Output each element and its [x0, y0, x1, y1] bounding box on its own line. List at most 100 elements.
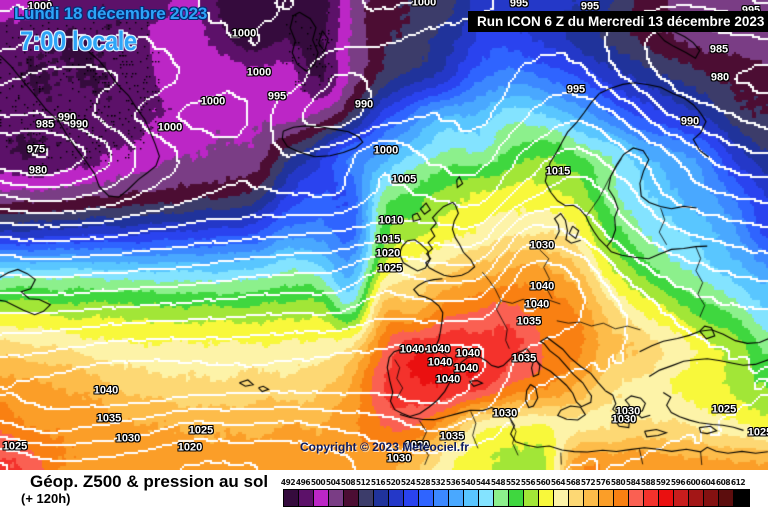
pressure-label: 990 — [69, 118, 89, 131]
pressure-label: 1040 — [529, 280, 555, 293]
pressure-label: 1025 — [188, 424, 214, 437]
pressure-label: 1035 — [516, 315, 542, 328]
pressure-label: 1030 — [611, 413, 637, 426]
pressure-label: 1040 — [93, 384, 119, 397]
colorbar-cell — [689, 490, 704, 506]
pressure-label: 985 — [35, 118, 55, 131]
pressure-label: 1040 — [399, 343, 425, 356]
legend-bar: Géop. Z500 & pression au sol (+ 120h) 49… — [0, 470, 768, 512]
colorbar-cell — [434, 490, 449, 506]
colorbar-cell — [404, 490, 419, 506]
pressure-label: 1000 — [27, 0, 53, 13]
colorbar-tick: 496 — [295, 478, 311, 487]
colorbar-tick: 544 — [475, 478, 491, 487]
colorbar-tick: 532 — [430, 478, 446, 487]
colorbar-tick: 608 — [715, 478, 731, 487]
pressure-label: 1040 — [427, 356, 453, 369]
colorbar-tick: 528 — [415, 478, 431, 487]
valid-date-text: Lundi 18 décembre 2023 — [14, 4, 208, 23]
colorbar-cell — [299, 490, 314, 506]
colorbar-cell — [659, 490, 674, 506]
colorbar-tick: 540 — [460, 478, 476, 487]
colorbar-tick: 548 — [490, 478, 506, 487]
colorbar-tick: 604 — [700, 478, 716, 487]
colorbar-tick: 516 — [370, 478, 386, 487]
colorbar-cells — [283, 489, 750, 507]
pressure-label: 1025 — [711, 403, 737, 416]
pressure-label: 1040 — [455, 347, 481, 360]
colorbar-tick: 508 — [340, 478, 356, 487]
pressure-label: 1000 — [200, 95, 226, 108]
pressure-label: 1020 — [177, 441, 203, 454]
colorbar-tick: 580 — [610, 478, 626, 487]
pressure-label: 995 — [267, 90, 287, 103]
colorbar-cell — [344, 490, 359, 506]
pressure-label: 1040 — [453, 362, 479, 375]
colorbar-cell — [464, 490, 479, 506]
colorbar-tick: 588 — [640, 478, 656, 487]
pressure-label: 995 — [566, 83, 586, 96]
pressure-label: 1000 — [157, 121, 183, 134]
colorbar-tick: 568 — [565, 478, 581, 487]
pressure-label: 1030 — [386, 452, 412, 465]
colorbar-tick: 584 — [625, 478, 641, 487]
colorbar-tick: 492 — [280, 478, 296, 487]
pressure-label: 995 — [580, 0, 600, 13]
colorbar-tick: 592 — [655, 478, 671, 487]
colorbar-cell — [509, 490, 524, 506]
pressure-label: 1015 — [375, 233, 401, 246]
pressure-label: 1025 — [2, 440, 28, 453]
colorbar-cell — [374, 490, 389, 506]
colorbar-tick: 560 — [535, 478, 551, 487]
pressure-label: 990 — [57, 111, 77, 124]
pressure-label: 1025 — [377, 262, 403, 275]
pressure-label: 1020 — [375, 247, 401, 260]
pressure-label: 990 — [354, 98, 374, 111]
valid-time-text: 7:00 locale — [20, 26, 137, 56]
colorbar-tick: 552 — [505, 478, 521, 487]
pressure-label: 1035 — [511, 352, 537, 365]
colorbar-tick: 572 — [580, 478, 596, 487]
pressure-label: 1005 — [391, 173, 417, 186]
model-run-banner: Run ICON 6 Z du Mercredi 13 décembre 202… — [468, 11, 768, 32]
pressure-label: 1030 — [115, 432, 141, 445]
colorbar-cell — [554, 490, 569, 506]
pressure-label: 1000 — [231, 27, 257, 40]
colorbar-tick: 520 — [385, 478, 401, 487]
colorbar-cell — [569, 490, 584, 506]
colorbar-cell — [494, 490, 509, 506]
colorbar-tick: 500 — [310, 478, 326, 487]
pressure-label: 1040 — [425, 343, 451, 356]
colorbar-cell — [704, 490, 719, 506]
pressure-label: 1030 — [492, 407, 518, 420]
pressure-label: 1035 — [96, 412, 122, 425]
pressure-label: 1025 — [747, 426, 768, 439]
colorbar-tick: 612 — [730, 478, 746, 487]
colorbar-cell — [644, 490, 659, 506]
colorbar-cell — [389, 490, 404, 506]
colorbar-cell — [419, 490, 434, 506]
lead-time-label: (+ 120h) — [21, 491, 71, 506]
pressure-label: 1035 — [439, 430, 465, 443]
colorbar-cell — [674, 490, 689, 506]
pressure-label: 995 — [742, 5, 760, 17]
pressure-label: 1030 — [529, 239, 555, 252]
colorbar-cell — [539, 490, 554, 506]
pressure-label: 1020 — [404, 439, 430, 452]
colorbar-cell — [329, 490, 344, 506]
colorbar-tick-labels: 492 496 500 504 508 512 516 520 524 528 532 536 540 5… — [280, 478, 751, 487]
pressure-label: 985 — [709, 43, 729, 56]
colorbar-cell — [629, 490, 644, 506]
colorbar-tick: 576 — [595, 478, 611, 487]
valid-time-block: Lundi 18 décembre 2023 7:00 locale — [14, 4, 207, 57]
z500-pressure-map-canvas — [0, 0, 768, 470]
weather-map: 1000 1000 1000 995 1000 1000 990 990 985 975 980 99… — [0, 0, 768, 470]
pressure-label: 1040 — [524, 298, 550, 311]
colorbar-cell — [719, 490, 734, 506]
pressure-label: 1000 — [373, 144, 399, 157]
colorbar-cell — [284, 490, 299, 506]
pressure-label: 990 — [680, 115, 700, 128]
copyright-text: Copyright © 2023 Meteociel.fr — [300, 440, 469, 454]
colorbar-cell — [614, 490, 629, 506]
